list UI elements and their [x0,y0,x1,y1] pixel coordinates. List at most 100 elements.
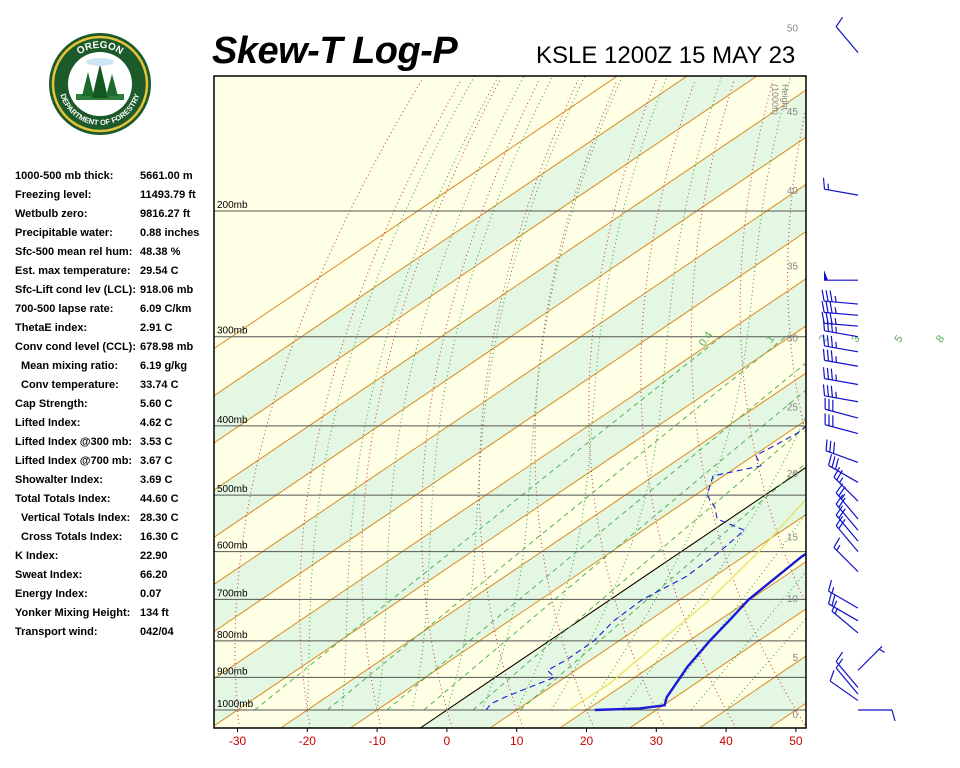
logo-text-top: OREGON [75,40,125,57]
wind-barb-staff [825,424,859,435]
dry-adiabat [879,80,960,728]
isotherm-line [214,230,806,633]
index-label: K Index: [15,550,59,562]
pressure-label: 1000mb [217,699,254,710]
index-value: 134 ft [140,607,169,619]
wind-barb-flag [827,579,833,592]
height-tick-label: 5 [792,653,798,664]
wind-barb-staff [835,503,859,531]
wind-barb [822,348,859,367]
mixing-ratio-line [519,462,806,711]
height-tick-label: 35 [787,261,799,272]
mixing-ratio-line [423,389,806,711]
index-row: Conv cond level (CCL): 678.98 mb [15,339,210,358]
pressure-label: 200mb [217,200,248,211]
pressure-label: 300mb [217,326,248,337]
wind-barb-flag [891,709,896,722]
wind-barb-pennant [824,270,828,281]
isotherm-line [214,278,806,680]
wind-barb [822,177,859,196]
x-tick-label: 0 [444,734,451,748]
index-value: 918.06 mb [140,284,194,296]
x-tick-label: 10 [510,734,524,748]
wind-barb-flag [835,515,844,526]
index-row: Sfc-Lift cond lev (LCL): 918.06 mb [15,282,210,301]
wind-barb-staff [835,661,859,688]
wind-barb [822,384,859,403]
index-value: 5661.00 m [140,170,193,182]
wind-barb-flag [835,505,844,516]
index-label: Sfc-Lift cond lev (LCL): [15,284,136,296]
index-row: Mean mixing ratio: 6.19 g/kg [15,358,210,377]
wind-barb-flag [822,177,826,190]
pressure-label: 900mb [217,666,248,677]
wind-barb-flag [825,312,829,324]
wind-barb-staff [835,667,859,695]
moist-adiabat [306,76,476,711]
index-row: Cap Strength: 5.60 C [15,396,210,415]
wind-barb-flag [826,349,830,362]
index-label: Mean mixing ratio: [21,360,119,372]
wind-barb-half-flag [839,477,844,484]
moist-adiabat [620,414,806,711]
wind-barb-staff [835,514,859,542]
index-row: Precipitable water: 0.88 inches [15,225,210,244]
wind-barb-flag [829,440,832,453]
wind-barb-staff [833,547,859,573]
mixing-ratio-line [386,362,806,711]
wind-barb-half-flag [878,648,885,653]
index-row: Wetbulb zero: 9816.27 ft [15,206,210,225]
index-label: Cross Totals Index: [21,531,123,543]
height-tick-label: 15 [787,533,799,544]
isotherm-line [280,372,806,728]
index-label: Precipitable water: [15,227,113,239]
wind-barb-flag [835,658,844,669]
index-value: 16.30 C [140,531,179,543]
wind-barb-flag [826,335,830,347]
height-axis-unit: (1000ft) [770,84,780,115]
wind-barbs [821,16,896,722]
index-row: Sweat Index: 66.20 [15,567,210,586]
isotherm-line [629,608,806,728]
wind-barb-flag [834,458,839,470]
height-tick-label: 0 [792,710,798,721]
wind-barb-flag [825,301,829,313]
mixing-ratio-line [472,426,806,711]
wind-barb-flag [822,384,826,396]
index-label: Showalter Index: [15,474,104,486]
wind-barb-flag [838,518,846,529]
pressure-label: 400mb [217,415,248,426]
x-tick-label: -10 [368,734,386,748]
wind-barb [822,334,859,353]
zero-isotherm-line [419,466,806,728]
index-value: 22.90 [140,550,168,562]
wind-barb-staff [835,26,859,54]
mixing-ratio-line [326,336,787,711]
wind-barb [835,505,859,542]
wind-barb-flag [829,301,833,314]
pressure-label: 500mb [217,484,248,495]
index-value: 28.30 C [140,512,179,524]
index-row: Freezing level: 11493.79 ft [15,187,210,206]
pressure-label: 700mb [217,588,248,599]
height-tick-label: 50 [787,24,799,35]
wind-barb-staff [828,590,859,609]
temperature-band [214,184,806,632]
wind-barb [835,483,859,520]
wind-barb-flag [822,334,826,346]
wind-barb [821,311,859,327]
index-label: Freezing level: [15,189,92,201]
wind-barb [821,301,859,316]
isotherm-line [214,76,758,444]
wind-barb-staff [824,359,859,367]
wind-barb [824,413,859,435]
wind-barb-flag [825,290,829,302]
index-value: 4.62 C [140,417,173,429]
wind-barb-half-flag [834,318,837,325]
wind-barb-flag [838,508,846,519]
wind-barb [824,397,859,419]
indices-panel: 1000-500 mb thick: 5661.00 m Freezing leve… [15,168,210,643]
wind-barb [825,439,859,463]
index-value: 33.74 C [140,379,179,391]
